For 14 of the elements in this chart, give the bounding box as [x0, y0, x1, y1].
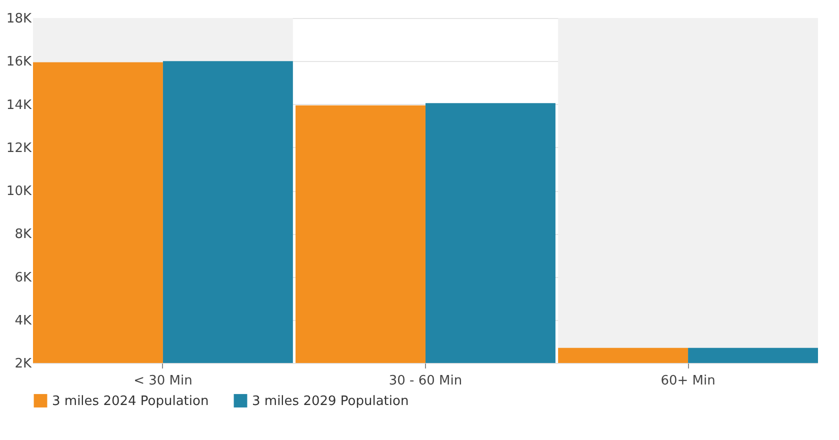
y-tick-label: 12K	[6, 140, 32, 156]
y-tick-label: 10K	[6, 184, 32, 199]
x-tick-label: 60+ Min	[660, 374, 716, 388]
x-tick-label: < 30 Min	[134, 374, 192, 388]
y-tick-label: 2K	[14, 356, 32, 372]
y-tick-label: 14K	[6, 98, 32, 113]
y-tick-label: 18K	[6, 12, 32, 26]
y-tick-label: 8K	[14, 227, 32, 242]
legend-label: 3 miles 2029 Population	[252, 394, 409, 409]
legend-label: 3 miles 2024 Population	[52, 394, 209, 409]
y-tick-label: 6K	[14, 270, 32, 286]
x-tick-label: 30 - 60 Min	[388, 374, 462, 388]
y-tick-label: 4K	[14, 313, 32, 328]
y-tick-label: 16K	[6, 54, 32, 70]
